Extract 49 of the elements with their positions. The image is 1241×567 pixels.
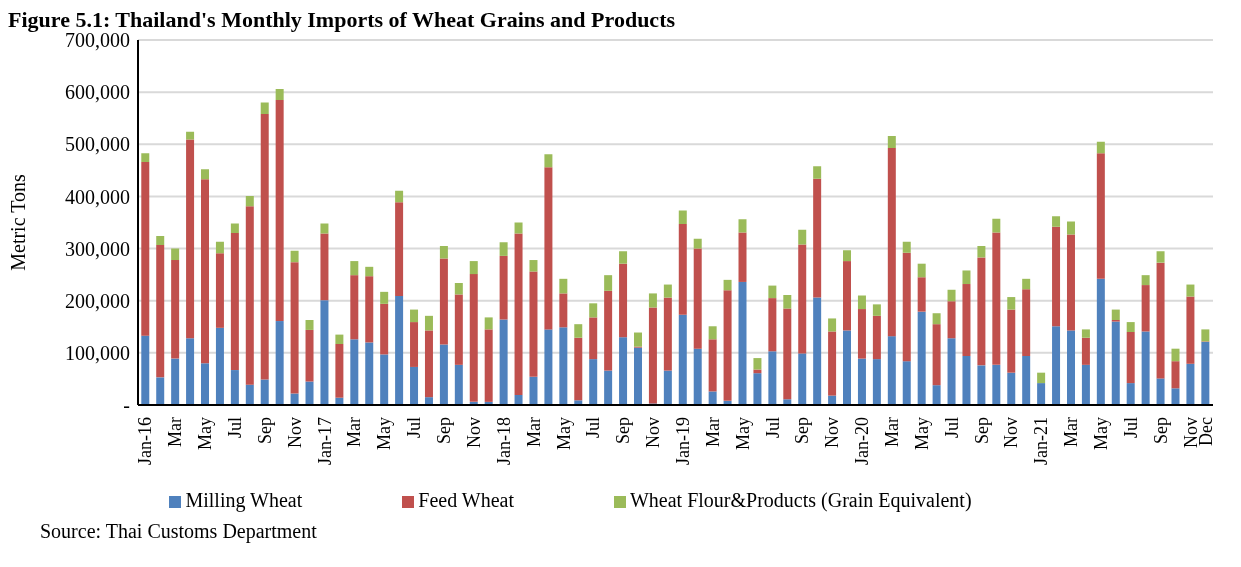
source-note: Source: Thai Customs Department <box>40 520 318 543</box>
x-tick-label: Mar <box>344 417 365 447</box>
x-tick-label: May <box>374 417 395 450</box>
y-axis-title: Metric Tons <box>7 174 30 271</box>
x-tick-label: Jan-18 <box>493 417 514 465</box>
y-tick-label: 300,000 <box>65 237 130 260</box>
x-tick-label: Sep <box>254 417 275 444</box>
x-tick-label: Mar <box>702 417 723 447</box>
y-tick-label: 700,000 <box>65 29 130 52</box>
y-tick-label: 400,000 <box>65 185 130 208</box>
x-tick-label: Jul <box>225 417 246 439</box>
x-tick-label: Jan-19 <box>672 417 693 465</box>
x-tick-label: Nov <box>1001 417 1022 448</box>
x-tick-label: Jan-21 <box>1031 417 1052 465</box>
x-tick-label: May <box>1091 417 1112 450</box>
x-tick-label: Jul <box>404 417 425 439</box>
x-tick-label: Mar <box>165 417 186 447</box>
y-tick-label: 500,000 <box>65 133 130 156</box>
y-tick-label: - <box>123 394 130 417</box>
y-tick-label: 600,000 <box>65 81 130 104</box>
x-tick-label: Jul <box>583 417 604 439</box>
x-tick-label: Sep <box>1150 417 1171 444</box>
x-tick-label: Jan-20 <box>852 417 873 465</box>
x-tick-label: Nov <box>463 417 484 448</box>
legend-label: Milling Wheat <box>185 489 303 511</box>
x-tick-label: Sep <box>792 417 813 444</box>
x-tick-label: Jan-16 <box>135 417 156 465</box>
x-tick-label: May <box>553 417 574 450</box>
x-tick-label: May <box>195 417 216 450</box>
y-tick-label: 200,000 <box>65 289 130 312</box>
x-tick-label: Jul <box>1120 417 1141 439</box>
x-tick-label: Sep <box>434 417 455 444</box>
x-tick-label: May <box>911 417 932 450</box>
x-tick-label: Jan-17 <box>314 417 335 465</box>
x-tick-label: Sep <box>971 417 992 444</box>
x-tick-label: Nov <box>284 417 305 448</box>
legend-label: Feed Wheat <box>418 489 514 511</box>
x-tick-label: Mar <box>881 417 902 447</box>
y-tick-label: 100,000 <box>65 341 130 364</box>
x-tick-label: Mar <box>1061 417 1082 447</box>
x-tick-label: Jul <box>941 417 962 439</box>
x-tick-label: Nov <box>822 417 843 448</box>
x-tick-label: May <box>732 417 753 450</box>
x-tick-label: Jul <box>762 417 783 439</box>
x-tick-label: Sep <box>613 417 634 444</box>
x-tick-label: Mar <box>523 417 544 447</box>
legend-label: Wheat Flour&Products (Grain Equivalent) <box>629 489 972 511</box>
x-tick-label: Nov <box>643 417 664 448</box>
chart-title: Figure 5.1: Thailand's Monthly Imports of Wheat Grains and Products <box>8 7 676 32</box>
